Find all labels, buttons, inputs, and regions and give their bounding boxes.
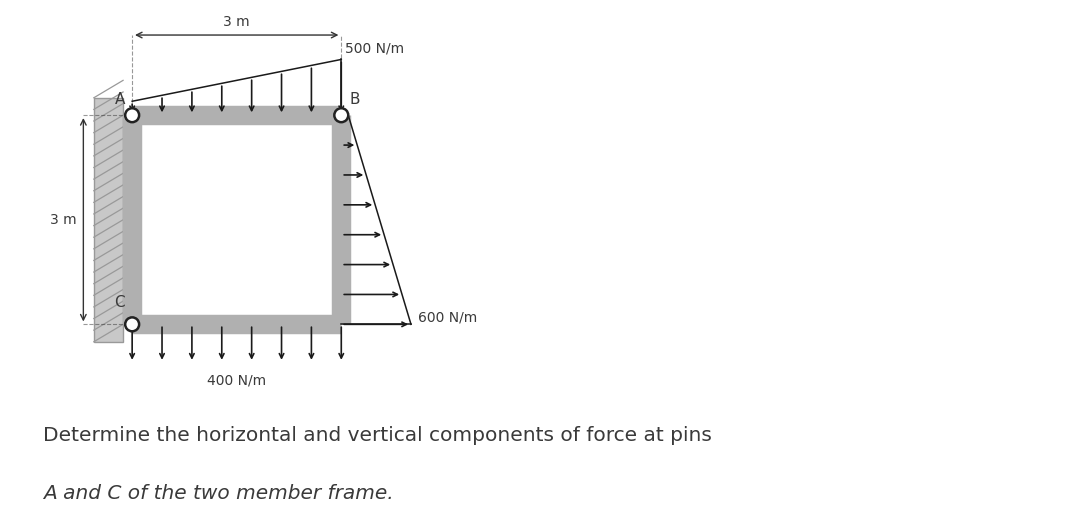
Text: B: B (350, 92, 360, 107)
Text: A and C of the two member frame.: A and C of the two member frame. (43, 484, 394, 503)
Text: 3 m: 3 m (224, 15, 251, 29)
Text: 600 N/m: 600 N/m (418, 310, 477, 325)
Circle shape (335, 108, 348, 122)
Bar (94, 98, 123, 342)
Text: 400 N/m: 400 N/m (207, 373, 267, 387)
Text: A: A (114, 92, 125, 107)
Circle shape (125, 318, 139, 331)
Text: Determine the horizontal and vertical components of force at pins: Determine the horizontal and vertical co… (43, 426, 712, 445)
Text: C: C (114, 295, 125, 310)
Text: 500 N/m: 500 N/m (345, 42, 404, 56)
Circle shape (125, 108, 139, 122)
Text: 3 m: 3 m (50, 213, 77, 227)
